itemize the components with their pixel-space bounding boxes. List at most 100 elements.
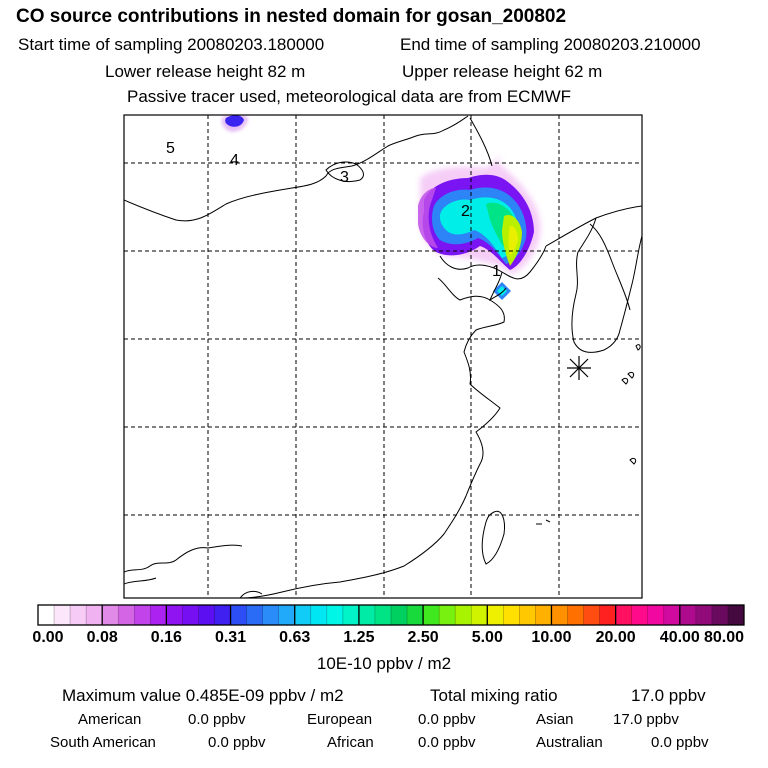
colorbar-swatch (535, 605, 552, 625)
colorbar-tick-label: 40.00 (659, 629, 700, 646)
colorbar-swatch (663, 605, 681, 625)
colorbar-swatch (182, 605, 199, 625)
colorbar-swatch (198, 605, 215, 625)
region-asian-name: Asian (536, 711, 574, 728)
colorbar-swatch (70, 605, 87, 625)
region-south-american-name: South American (50, 734, 156, 751)
upper-release-label: Upper release height 62 m (402, 62, 603, 81)
coastlines (124, 115, 642, 598)
colorbar-swatch (647, 605, 665, 625)
region-american-value: 0.0 ppbv (188, 711, 246, 728)
shandong-coast (239, 277, 505, 598)
total-mixing-value: 17.0 ppbv (631, 686, 706, 705)
colorbar-swatch (150, 605, 167, 625)
colorbar-swatch (166, 605, 183, 625)
region-australian-name: Australian (536, 734, 603, 751)
colorbar-frame (37, 604, 745, 626)
colorbar (37, 604, 745, 626)
korea-east (589, 223, 631, 311)
colorbar-tick-label: 2.50 (407, 629, 439, 646)
colorbar-swatch (214, 605, 231, 625)
map-frame (123, 114, 643, 599)
colorbar-tick-label: 80.00 (703, 629, 745, 646)
colorbar-swatch (230, 605, 247, 625)
south-border-2 (124, 577, 157, 585)
end-time-label: End time of sampling 20080203.210000 (400, 35, 701, 54)
colorbar-swatch (599, 605, 617, 625)
region-european-value: 0.0 ppbv (418, 711, 476, 728)
trajectory-label-5: 5 (166, 140, 175, 157)
colorbar-swatch (455, 605, 472, 625)
maximum-value-label: Maximum value 0.485E-09 ppbv / m2 (62, 686, 344, 705)
region-african-name: African (327, 734, 374, 751)
region-african-value: 0.0 ppbv (418, 734, 476, 751)
colorbar-swatch (583, 605, 600, 625)
colorbar-unit-label: 10E-10 ppbv / m2 (316, 654, 452, 673)
colorbar-swatch (695, 605, 713, 625)
colorbar-swatch (567, 605, 584, 625)
colorbar-tick-label: 0.31 (214, 629, 247, 646)
total-mixing-label: Total mixing ratio (430, 686, 558, 705)
start-time-label: Start time of sampling 20080203.180000 (18, 35, 325, 54)
region-south-american-value: 0.0 ppbv (208, 734, 266, 751)
trajectory-labels: 5 4 3 2 1 (166, 140, 501, 280)
tracer-note: Passive tracer used, meteorological data… (127, 87, 572, 106)
south-border-1 (124, 544, 243, 573)
map-content: 5 4 3 2 1 (124, 115, 642, 598)
colorbar-tick-label: 0.16 (150, 629, 182, 646)
trajectory-label-3: 3 (340, 169, 349, 186)
colorbar-tick-label: 0.63 (279, 629, 311, 646)
colorbar-swatch (278, 605, 296, 625)
colorbar-swatch (391, 605, 408, 625)
colorbar-tick-label: 20.00 (595, 629, 636, 646)
colorbar-swatch (310, 605, 328, 625)
taiwan-island (481, 510, 505, 565)
colorbar-tick-label: 0.08 (86, 629, 118, 646)
lat-lon-grid (124, 115, 642, 598)
region-australian-value: 0.0 ppbv (651, 734, 709, 751)
region-asian-value: 17.0 ppbv (613, 711, 679, 728)
colorbar-swatch (439, 605, 456, 625)
lower-release-label: Lower release height 82 m (105, 62, 306, 81)
colorbar-swatch (727, 605, 745, 625)
plot-title: CO source contributions in nested domain… (16, 6, 567, 27)
station-asterisk-icon (567, 356, 591, 380)
colorbar-swatch (487, 605, 504, 625)
colorbar-swatch (358, 605, 376, 625)
island-c (635, 344, 641, 351)
colorbar-swatch (679, 605, 697, 625)
colorbar-swatch (342, 605, 360, 625)
colorbar-swatch (615, 605, 633, 625)
colorbar-swatch (503, 605, 520, 625)
colorbar-swatch (407, 605, 424, 625)
colorbar-swatch (471, 605, 488, 625)
colorbar-swatch (551, 605, 568, 625)
colorbar-swatch (86, 605, 103, 625)
colorbar-swatch (118, 605, 135, 625)
island-b (629, 457, 637, 465)
island-e (621, 377, 629, 385)
region-american-name: American (78, 711, 142, 728)
border-loop-3 (325, 161, 364, 183)
island-a (627, 371, 635, 379)
concentration-plume (221, 115, 541, 300)
mongolia-border (124, 115, 469, 222)
colorbar-tick-label: 5.00 (471, 629, 503, 646)
colorbar-swatch (102, 605, 119, 625)
colorbar-swatch (374, 605, 392, 625)
colorbar-swatch (294, 605, 312, 625)
colorbar-swatch (423, 605, 440, 625)
colorbar-swatch (326, 605, 344, 625)
colorbar-swatch (262, 605, 280, 625)
colorbar-swatch (711, 605, 729, 625)
colorbar-swatch (631, 605, 649, 625)
colorbar-tick-label: 0.00 (32, 629, 64, 646)
colorbar-swatch (134, 605, 151, 625)
trajectory-label-4: 4 (230, 152, 239, 169)
colorbar-swatch (38, 605, 55, 625)
colorbar-swatch (54, 605, 71, 625)
korea-outline (571, 217, 642, 353)
korea-china-border (545, 205, 642, 247)
trajectory-label-1: 1 (492, 263, 501, 280)
northeast-border (469, 117, 493, 167)
